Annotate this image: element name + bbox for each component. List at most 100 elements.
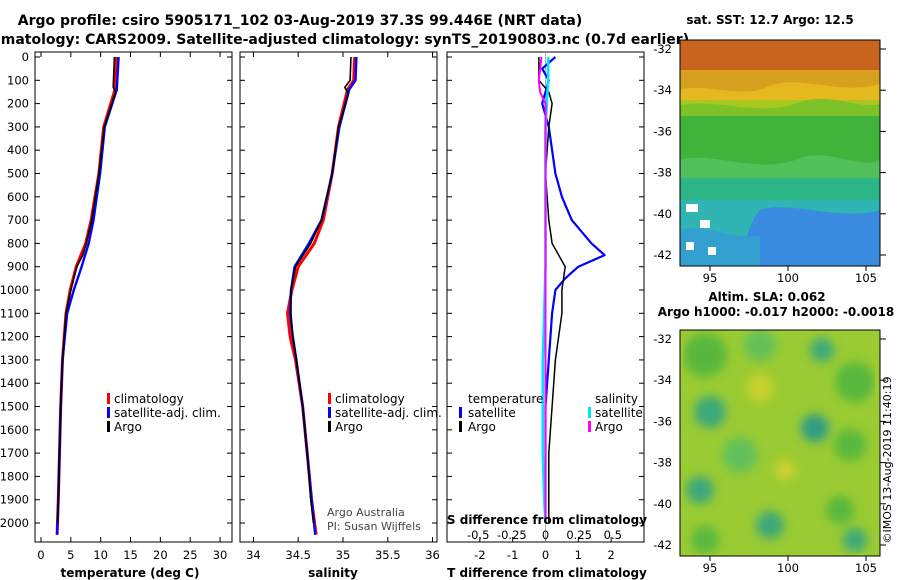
depth-tick-label: 1300 xyxy=(0,353,29,367)
sst-map: sat. SST: 12.7 Argo: 12.5 -32 -34 -36 -38 -4… xyxy=(653,13,886,285)
sst-map-frame xyxy=(679,39,881,267)
legend-swatch-climatology xyxy=(107,393,110,404)
salinity-lines xyxy=(286,56,358,535)
legend-swatch-s-argo xyxy=(588,421,591,432)
legend-title-temperature: temperature xyxy=(468,392,543,406)
legend-swatch-climatology xyxy=(328,393,331,404)
legend-label-climatology: climatology xyxy=(114,392,184,406)
difference-panel: -2 -1 0 1 2 S difference from climatology -0… xyxy=(446,51,647,580)
lon-tick-label: 95 xyxy=(703,561,718,575)
legend-swatch-s-satellite xyxy=(588,407,591,418)
series-line-satellite-adj-clim- xyxy=(55,56,120,535)
lat-tick-label: -34 xyxy=(653,83,672,97)
sla-map-frame xyxy=(679,329,881,557)
sla-lat-axis: -32 -34 -36 -38 -40 -42 xyxy=(653,332,886,552)
x-tick-label: -2 xyxy=(474,548,485,562)
depth-tick-label: 500 xyxy=(7,167,29,181)
depth-tick-label: 1700 xyxy=(0,446,29,460)
lat-tick-label: -34 xyxy=(653,373,672,387)
depth-tick-label: 1000 xyxy=(0,283,29,297)
depth-tick-label: 1800 xyxy=(0,469,29,483)
lon-tick-label: 95 xyxy=(703,271,718,285)
salinity-panel: 34 34.5 35 35.5 36 salinity climatology sate… xyxy=(239,51,442,580)
lon-tick-label: 105 xyxy=(855,271,877,285)
credit-argo-australia: Argo Australia xyxy=(327,506,405,519)
salinity-plot-frame xyxy=(239,51,438,543)
x-tick-label: 10 xyxy=(93,548,108,562)
legend-label-argo: Argo xyxy=(335,420,363,434)
sst-lon-axis: 95 100 105 xyxy=(703,266,877,285)
series-line-satellite-adj-clim- xyxy=(288,56,358,535)
x-tick-label: 35.5 xyxy=(375,548,401,562)
salinity-legend: climatology satellite-adj. clim. Argo xyxy=(328,392,442,434)
temperature-x-ticks: 0 5 10 15 20 25 30 xyxy=(37,52,227,562)
series-line-argo xyxy=(290,56,352,524)
depth-tick-label: 1400 xyxy=(0,376,29,390)
legend-label-s-satellite: satellite xyxy=(595,406,643,420)
legend-label-s-argo: Argo xyxy=(595,420,623,434)
t-difference-label: T difference from climatology xyxy=(447,566,647,580)
s-difference-label: S difference from climatology xyxy=(447,513,647,527)
series-line-t-satellite xyxy=(541,56,606,523)
sla-lon-axis: 95 100 105 xyxy=(703,556,877,575)
difference-lines xyxy=(537,52,606,542)
salinity-x-label: salinity xyxy=(308,566,358,580)
depth-tick-label: 1900 xyxy=(0,493,29,507)
legend-swatch-argo xyxy=(328,421,331,432)
series-line-climatology xyxy=(286,56,357,535)
depth-tick-label: 1500 xyxy=(0,400,29,414)
series-line-s-argo xyxy=(537,56,547,523)
credit-pi-name: PI: Susan Wijffels xyxy=(327,520,421,533)
s-tick-label: -0.25 xyxy=(497,528,527,542)
lat-tick-label: -32 xyxy=(653,332,672,346)
lat-tick-label: -40 xyxy=(653,497,672,511)
legend-label-satellite: satellite-adj. clim. xyxy=(114,406,221,420)
x-tick-label: 34.5 xyxy=(285,548,311,562)
x-tick-label: 0 xyxy=(37,548,44,562)
legend-swatch-satellite xyxy=(328,407,331,418)
sla-map-title: Altim. SLA: 0.062 xyxy=(708,290,825,304)
x-tick-label: 25 xyxy=(183,548,198,562)
temperature-lines xyxy=(55,56,120,535)
lat-tick-label: -32 xyxy=(653,42,672,56)
depth-tick-label: 1200 xyxy=(0,330,29,344)
difference-legend-salinity: salinity satellite Argo xyxy=(588,392,643,434)
series-line-t-argo xyxy=(538,57,566,523)
lat-tick-label: -38 xyxy=(653,166,672,180)
x-tick-label: 1 xyxy=(575,548,582,562)
legend-label-t-satellite: satellite xyxy=(468,406,516,420)
sst-map-image xyxy=(680,40,880,266)
figure-title-line1: Argo profile: csiro 5905171_102 03-Aug-2… xyxy=(18,13,582,29)
s-tick-label: 0.25 xyxy=(566,528,592,542)
series-line-climatology xyxy=(55,56,118,535)
depth-tick-label: 1100 xyxy=(0,306,29,320)
legend-label-argo: Argo xyxy=(114,420,142,434)
salinity-x-ticks: 34 34.5 35 35.5 36 xyxy=(246,52,440,562)
legend-swatch-t-satellite xyxy=(459,407,462,418)
depth-tick-label: 600 xyxy=(7,190,29,204)
lat-tick-label: -40 xyxy=(653,207,672,221)
lon-tick-label: 100 xyxy=(777,561,799,575)
legend-swatch-satellite xyxy=(107,407,110,418)
legend-swatch-t-argo xyxy=(459,421,462,432)
sst-map-title: sat. SST: 12.7 Argo: 12.5 xyxy=(686,13,853,27)
x-tick-label: 20 xyxy=(153,548,168,562)
imos-credit: ©IMOS 13-Aug-2019 11:40:19 xyxy=(881,377,894,544)
difference-x-ticks: -2 -1 0 1 2 xyxy=(474,537,615,562)
lat-tick-label: -36 xyxy=(653,414,672,428)
x-tick-label: -1 xyxy=(507,548,518,562)
legend-label-climatology: climatology xyxy=(335,392,405,406)
depth-tick-label: 0 xyxy=(22,50,29,64)
lon-tick-label: 100 xyxy=(777,271,799,285)
x-tick-label: 0 xyxy=(542,548,549,562)
temperature-legend: climatology satellite-adj. clim. Argo xyxy=(107,392,221,434)
x-tick-label: 5 xyxy=(67,548,74,562)
x-tick-label: 34 xyxy=(246,548,261,562)
lat-tick-label: -38 xyxy=(653,456,672,470)
x-tick-label: 15 xyxy=(123,548,138,562)
s-tick-label: 0 xyxy=(542,528,549,542)
legend-label-satellite: satellite-adj. clim. xyxy=(335,406,442,420)
sst-lat-axis: -32 -34 -36 -38 -40 -42 xyxy=(653,42,886,262)
series-line-argo xyxy=(56,56,117,524)
